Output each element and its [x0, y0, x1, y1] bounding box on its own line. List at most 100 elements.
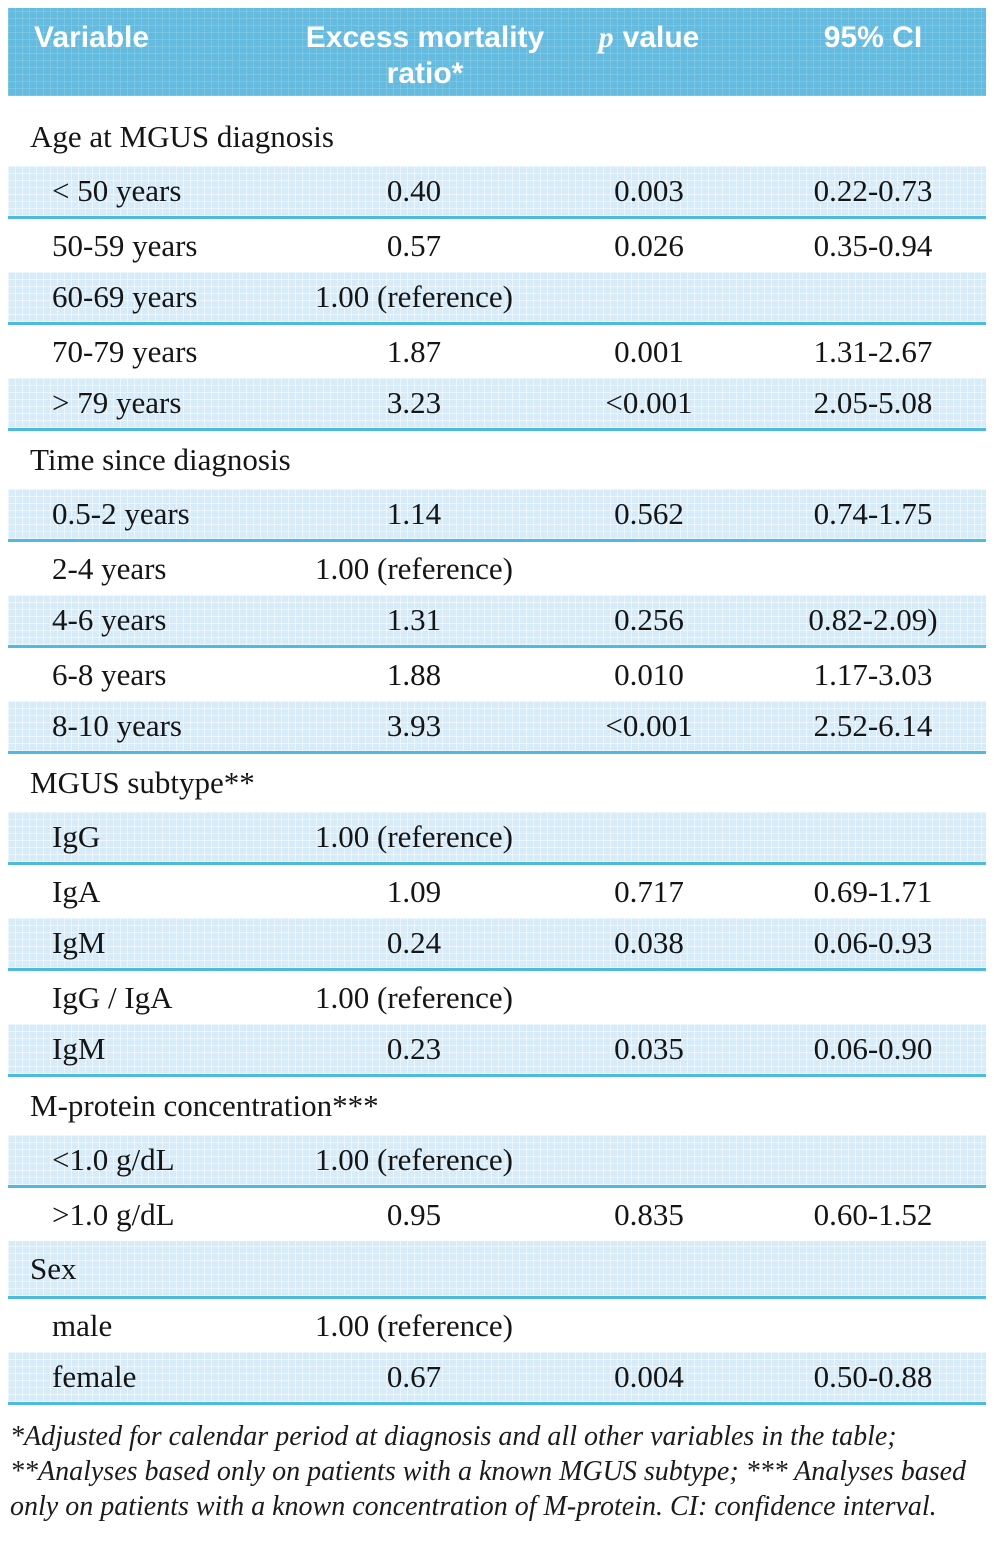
cell-95-ci: 0.35-0.94: [813, 227, 933, 263]
table-row: 4-6 years 1.31 0.256 0.82-2.09): [8, 595, 986, 648]
section-row: Age at MGUS diagnosis: [8, 108, 986, 166]
section-label: Sex: [30, 1250, 77, 1286]
cell-excess-mortality-ratio: 1.88: [386, 656, 442, 692]
cell-excess-mortality-ratio: 1.00 (reference): [315, 819, 513, 854]
header-excess-mortality-ratio: Excess mortality ratio*: [305, 21, 545, 90]
row-label: 4-6 years: [52, 602, 167, 637]
cell-95-ci: 0.50-0.88: [813, 1359, 933, 1394]
section-label: MGUS subtype**: [30, 765, 255, 800]
table-row: male 1.00 (reference): [8, 1299, 986, 1352]
section-label: Age at MGUS diagnosis: [30, 119, 334, 154]
table-row: IgM 0.23 0.035 0.06-0.90: [8, 1024, 986, 1077]
cell-excess-mortality-ratio: 1.87: [386, 333, 442, 369]
row-label: 8-10 years: [52, 708, 182, 743]
cell-p-value: 0.256: [614, 602, 684, 637]
cell-p-value: 0.038: [614, 925, 684, 960]
row-label: female: [52, 1359, 137, 1394]
cell-95-ci: 0.22-0.73: [813, 173, 933, 208]
cell-excess-mortality-ratio: 1.00 (reference): [315, 979, 513, 1015]
row-label: IgG: [52, 819, 101, 854]
row-label: < 50 years: [52, 173, 182, 208]
row-label: 6-8 years: [52, 656, 167, 692]
cell-95-ci: 0.60-1.52: [813, 1196, 933, 1232]
header-p-value-word: value: [622, 21, 700, 54]
cell-95-ci: 0.74-1.75: [813, 496, 933, 531]
cell-excess-mortality-ratio: 0.23: [386, 1031, 442, 1066]
cell-p-value: 0.010: [614, 656, 684, 692]
section-row: M-protein concentration***: [8, 1077, 986, 1135]
table-row: 70-79 years 1.87 0.001 1.31-2.67: [8, 325, 986, 378]
table-footnote: *Adjusted for calendar period at diagnos…: [10, 1421, 967, 1522]
table-row: >1.0 g/dL 0.95 0.835 0.60-1.52: [8, 1188, 986, 1241]
cell-p-value: 0.004: [614, 1359, 684, 1394]
cell-95-ci: 0.06-0.93: [813, 925, 933, 960]
cell-excess-mortality-ratio: 1.00 (reference): [315, 550, 513, 586]
cell-excess-mortality-ratio: 1.31: [386, 602, 442, 637]
cell-95-ci: 1.31-2.67: [813, 333, 933, 369]
cell-95-ci: 0.82-2.09): [808, 602, 938, 637]
table-row: IgG 1.00 (reference): [8, 812, 986, 865]
table-row: 0.5-2 years 1.14 0.562 0.74-1.75: [8, 489, 986, 542]
table-row: IgA 1.09 0.717 0.69-1.71: [8, 865, 986, 918]
cell-95-ci: 2.05-5.08: [813, 385, 933, 420]
section-label: M-protein concentration***: [30, 1088, 379, 1123]
row-label: > 79 years: [52, 385, 182, 420]
row-label: IgM: [52, 1031, 106, 1066]
table-row: < 50 years 0.40 0.003 0.22-0.73: [8, 166, 986, 219]
table-row: 6-8 years 1.88 0.010 1.17-3.03: [8, 648, 986, 701]
cell-p-value: 0.026: [614, 227, 684, 263]
row-label: 60-69 years: [52, 279, 198, 314]
row-label: IgA: [52, 873, 101, 909]
cell-excess-mortality-ratio: 0.57: [386, 227, 442, 263]
table-row: 2-4 years 1.00 (reference): [8, 542, 986, 595]
cell-p-value: 0.835: [614, 1196, 684, 1232]
cell-p-value: 0.717: [614, 873, 684, 909]
section-row: Sex: [8, 1241, 986, 1299]
cell-excess-mortality-ratio: 0.95: [386, 1196, 442, 1232]
cell-p-value: 0.035: [614, 1031, 684, 1066]
table-row: <1.0 g/dL 1.00 (reference): [8, 1135, 986, 1188]
cell-p-value: 0.562: [614, 496, 684, 531]
row-label: male: [52, 1307, 113, 1343]
row-label: IgM: [52, 925, 106, 960]
table-row: IgG / IgA 1.00 (reference): [8, 971, 986, 1024]
cell-p-value: <0.001: [605, 385, 693, 420]
cell-excess-mortality-ratio: 1.00 (reference): [315, 1307, 513, 1343]
section-label: Time since diagnosis: [30, 442, 291, 477]
cell-excess-mortality-ratio: 3.93: [386, 708, 442, 743]
cell-excess-mortality-ratio: 1.00 (reference): [315, 279, 513, 314]
cell-excess-mortality-ratio: 1.00 (reference): [315, 1142, 513, 1177]
section-row: MGUS subtype**: [8, 754, 986, 812]
cell-95-ci: 0.69-1.71: [813, 873, 933, 909]
row-label: 0.5-2 years: [52, 496, 190, 531]
cell-p-value: <0.001: [605, 708, 693, 743]
section-row: Time since diagnosis: [8, 431, 986, 489]
row-label: >1.0 g/dL: [52, 1196, 175, 1232]
cell-p-value: 0.003: [614, 173, 684, 208]
table-row: > 79 years 3.23 <0.001 2.05-5.08: [8, 378, 986, 431]
cell-excess-mortality-ratio: 0.24: [386, 925, 442, 960]
table-body: Age at MGUS diagnosis < 50 years 0.40 0.003…: [0, 108, 994, 1405]
table-row: 60-69 years 1.00 (reference): [8, 272, 986, 325]
cell-95-ci: 2.52-6.14: [813, 708, 933, 743]
table-row: female 0.67 0.004 0.50-0.88: [8, 1352, 986, 1405]
row-label: <1.0 g/dL: [52, 1142, 175, 1177]
table-row: IgM 0.24 0.038 0.06-0.93: [8, 918, 986, 971]
cell-excess-mortality-ratio: 3.23: [386, 385, 442, 420]
table-header: Variable Excess mortality ratio* p value …: [8, 8, 986, 96]
cell-95-ci: 0.06-0.90: [813, 1031, 933, 1066]
header-p-value: p value: [538, 8, 760, 96]
cell-excess-mortality-ratio: 1.14: [386, 496, 442, 531]
row-label: 2-4 years: [52, 550, 167, 586]
cell-excess-mortality-ratio: 0.40: [386, 173, 442, 208]
table-row: 8-10 years 3.93 <0.001 2.52-6.14: [8, 701, 986, 754]
cell-excess-mortality-ratio: 0.67: [386, 1359, 442, 1394]
header-p-symbol: p: [598, 21, 614, 54]
cell-excess-mortality-ratio: 1.09: [386, 873, 442, 909]
header-variable: Variable: [34, 21, 150, 54]
row-label: 70-79 years: [52, 333, 198, 369]
cell-95-ci: 1.17-3.03: [813, 656, 933, 692]
row-label: 50-59 years: [52, 227, 198, 263]
row-label: IgG / IgA: [52, 979, 173, 1015]
